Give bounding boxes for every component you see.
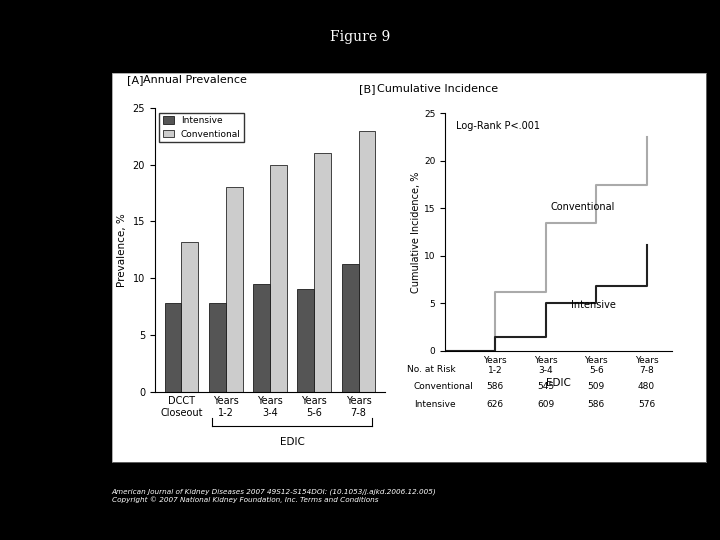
X-axis label: EDIC: EDIC: [546, 378, 571, 388]
Text: EDIC: EDIC: [279, 437, 305, 447]
Y-axis label: Prevalence, %: Prevalence, %: [117, 213, 127, 287]
Bar: [253, 284, 270, 392]
Text: Cumulative Incidence: Cumulative Incidence: [377, 84, 498, 94]
Text: No. at Risk: No. at Risk: [407, 364, 456, 374]
Bar: [315, 153, 331, 392]
Text: 480: 480: [638, 382, 655, 392]
Bar: [209, 303, 225, 392]
Text: 586: 586: [588, 400, 605, 409]
Text: 545: 545: [537, 382, 554, 392]
Text: American Journal of Kidney Diseases 2007 49S12-S154DOI: (10.1053/j.ajkd.2006.12.: American Journal of Kidney Diseases 2007…: [112, 489, 436, 503]
Legend: Intensive, Conventional: Intensive, Conventional: [159, 112, 245, 142]
Text: Conventional: Conventional: [551, 202, 615, 212]
Text: Intensive: Intensive: [414, 400, 456, 409]
Bar: [342, 265, 359, 392]
Text: Log-Rank P<.001: Log-Rank P<.001: [456, 120, 540, 131]
Y-axis label: Cumulative Incidence, %: Cumulative Incidence, %: [411, 172, 421, 293]
Bar: [359, 131, 375, 392]
Text: 509: 509: [588, 382, 605, 392]
Bar: [181, 242, 198, 392]
Text: [B]: [B]: [359, 84, 375, 94]
Text: Intensive: Intensive: [571, 300, 616, 310]
Text: 576: 576: [638, 400, 655, 409]
Text: Figure 9: Figure 9: [330, 30, 390, 44]
Bar: [270, 165, 287, 392]
Bar: [297, 289, 315, 392]
Text: Annual Prevalence: Annual Prevalence: [143, 75, 247, 85]
Text: 626: 626: [487, 400, 504, 409]
Text: 586: 586: [487, 382, 504, 392]
Text: 609: 609: [537, 400, 554, 409]
Bar: [225, 187, 243, 392]
Text: [A]: [A]: [127, 75, 144, 85]
Bar: [165, 303, 181, 392]
Text: Conventional: Conventional: [414, 382, 474, 392]
